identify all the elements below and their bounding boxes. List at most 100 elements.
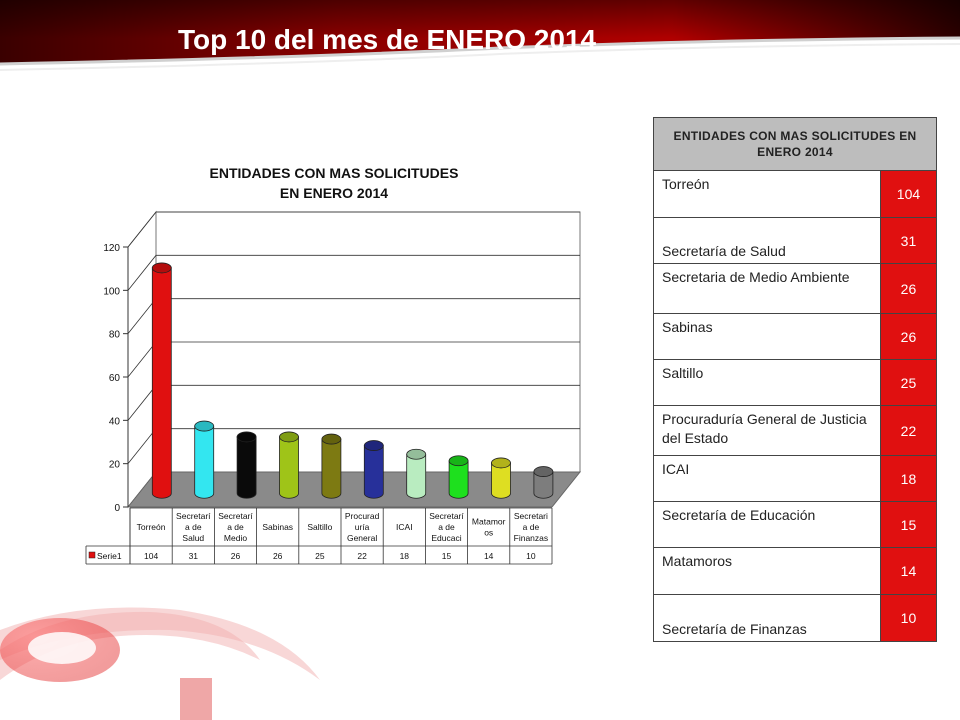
bar-cap <box>279 431 299 443</box>
y-tick-label: 100 <box>103 286 120 297</box>
bar-cap <box>321 433 342 445</box>
bar-cap <box>363 440 384 451</box>
entity-name: Secretaría de Educación <box>653 501 881 548</box>
x-category-label: a de <box>438 522 455 532</box>
entity-count: 26 <box>879 263 938 314</box>
bar <box>321 433 342 499</box>
entity-count: 31 <box>879 217 938 264</box>
x-category-label: Salud <box>182 533 204 543</box>
table-row: Secretaría de Salud 31 <box>653 217 938 264</box>
table-row: Secretaría de Educación 15 <box>653 501 938 548</box>
data-value-label: 18 <box>400 551 410 561</box>
bar-cap <box>236 431 257 443</box>
y-tick-label: 40 <box>109 416 121 427</box>
entity-count: 15 <box>879 501 938 548</box>
bar-body <box>363 445 384 499</box>
bar <box>279 431 299 499</box>
table-row: Torreón 104 <box>653 170 938 218</box>
legend-key <box>88 551 96 559</box>
table-row: Secretaria de Medio Ambiente 26 <box>653 263 938 314</box>
entity-name: Secretaria de Medio Ambiente <box>653 263 881 314</box>
x-category-label: Educaci <box>431 533 461 543</box>
y-tick-label: 60 <box>109 373 121 384</box>
bar-cap <box>533 466 554 477</box>
bar-body <box>448 460 469 499</box>
bar <box>491 457 511 499</box>
bar-cap <box>194 420 215 432</box>
entity-count: 18 <box>879 455 938 502</box>
bar <box>406 448 427 499</box>
logo-graphic <box>0 607 320 720</box>
table-row: Secretaría de Finanzas 10 <box>653 594 938 642</box>
chart-title-line-2: EN ENERO 2014 <box>280 185 388 201</box>
bar-chart: ENTIDADES CON MAS SOLICITUDES EN ENERO 2… <box>85 165 582 565</box>
x-category-label: Matamor <box>472 517 506 527</box>
bar <box>236 431 257 499</box>
entity-name: Secretaría de Salud <box>653 217 881 264</box>
bar-body <box>151 267 172 499</box>
x-category-label: Torreón <box>137 522 166 532</box>
data-value-label: 14 <box>484 551 494 561</box>
bar <box>151 262 172 499</box>
x-category-label: os <box>484 528 493 538</box>
ranking-table: ENTIDADES CON MAS SOLICITUDES EN ENERO 2… <box>653 117 938 642</box>
bar-body <box>279 436 299 499</box>
x-category-label: General <box>347 533 377 543</box>
bar-body <box>406 453 427 499</box>
entity-name: Matamoros <box>653 547 881 595</box>
table-row: Sabinas 26 <box>653 313 938 360</box>
x-category-label: Procurad <box>345 511 380 521</box>
gridline <box>127 211 580 248</box>
data-value-label: 22 <box>357 551 367 561</box>
bar-body <box>533 471 554 499</box>
page-title: Top 10 del mes de ENERO 2014 <box>178 24 597 55</box>
entity-count: 26 <box>879 313 938 360</box>
bar-cap <box>491 457 511 469</box>
data-value-label: 104 <box>144 551 158 561</box>
header-banner <box>0 0 960 71</box>
bar-cap <box>151 262 172 274</box>
x-category-label: ICAI <box>396 522 413 532</box>
entity-count: 104 <box>879 170 938 218</box>
bar <box>533 466 554 499</box>
bar-body <box>194 425 215 499</box>
bar-body <box>491 462 511 499</box>
x-category-label: Medio <box>224 533 247 543</box>
entity-name: Secretaría de Finanzas <box>653 594 881 642</box>
x-category-label: Secretarí <box>429 511 464 521</box>
entity-name: ICAI <box>653 455 881 502</box>
entity-name: Torreón <box>653 170 881 218</box>
x-category-label: Finanzas <box>514 533 549 543</box>
entity-name: Saltillo <box>653 359 881 406</box>
x-category-label: a de <box>227 522 244 532</box>
y-tick-label: 0 <box>114 503 120 514</box>
y-tick-label: 80 <box>109 330 121 341</box>
entity-name: Procuraduría General de Justicia del Est… <box>653 405 881 456</box>
table-row: ICAI 18 <box>653 455 938 502</box>
x-category-label: Secretari <box>514 511 548 521</box>
data-value-label: 15 <box>442 551 452 561</box>
bar <box>363 440 384 499</box>
x-category-label: a de <box>523 522 540 532</box>
data-value-label: 10 <box>526 551 536 561</box>
x-category-label: uría <box>355 522 370 532</box>
legend-series-name: Serie1 <box>97 551 122 561</box>
x-category-label: a de <box>185 522 202 532</box>
y-tick-label: 120 <box>103 243 120 254</box>
data-value-label: 31 <box>189 551 199 561</box>
table-row: Saltillo 25 <box>653 359 938 406</box>
entity-count: 22 <box>879 405 938 456</box>
entity-name: Sabinas <box>653 313 881 360</box>
table-row: Procuraduría General de Justicia del Est… <box>653 405 938 456</box>
x-category-label: Sabinas <box>262 522 293 532</box>
bar <box>448 455 469 499</box>
data-value-label: 25 <box>315 551 325 561</box>
bar-body <box>321 438 342 499</box>
bar-cap <box>448 455 469 467</box>
x-category-label: Secretarí <box>176 511 211 521</box>
entity-count: 14 <box>879 547 938 595</box>
gridline <box>127 254 580 291</box>
y-tick-label: 20 <box>109 460 121 471</box>
bar-body <box>236 436 257 499</box>
